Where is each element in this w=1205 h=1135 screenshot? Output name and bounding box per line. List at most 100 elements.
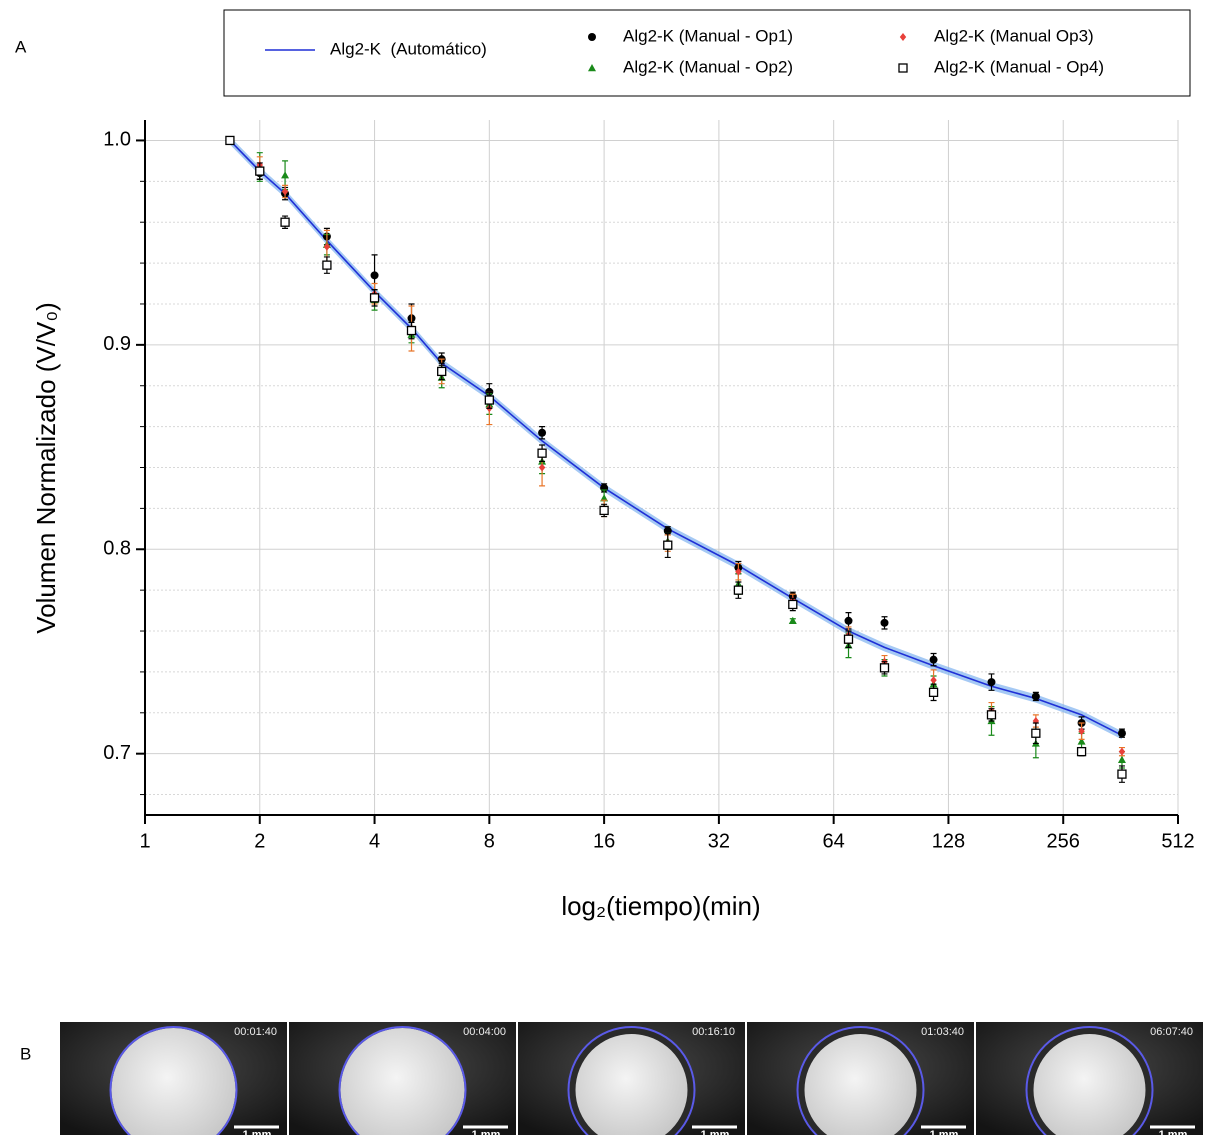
point [255,166,265,176]
point [880,618,889,627]
timestamp: 00:01:40 [234,1026,277,1038]
line [229,139,1123,736]
point [406,325,417,336]
point [843,634,854,644]
y-axis-label: Volumen Normalizado (V/V₀) [31,302,61,634]
point [1031,692,1040,701]
point [733,585,744,595]
timestamp: 06:07:40 [1150,1026,1193,1038]
point [1117,769,1127,779]
legend-label: Alg2-K (Manual - Op4) [934,57,1104,76]
point [369,293,380,303]
image-panel: 01:03:40 1 mm [747,1022,976,1135]
point [437,366,447,377]
x-tick-label: 8 [484,830,495,852]
image [289,1022,516,1135]
x-tick-label: 1 [139,830,150,852]
separator [287,1022,289,1135]
point [879,663,890,673]
panel-label: A [15,37,27,56]
point [1076,746,1087,757]
x-tick-label: 256 [1047,830,1080,852]
panel-label: B [20,1044,31,1063]
point [281,171,290,179]
point [484,395,494,405]
scale-label: 1 mm [930,1129,959,1135]
legend-swatch [588,64,596,72]
point [1117,729,1126,738]
x-tick-label: 128 [932,830,965,852]
scale-label: 1 mm [472,1129,501,1135]
point [600,494,609,502]
image-panel: 00:01:40 1 mm [60,1022,289,1135]
droplet [111,1028,236,1135]
y-tick-label: 1.0 [103,129,131,151]
contour [567,1026,696,1135]
x-tick-label: 32 [708,830,730,852]
image [60,1022,287,1135]
x-tick-label: 4 [369,830,380,852]
legend-swatch [899,33,907,41]
point [322,260,332,270]
point [735,567,742,576]
contour [1025,1026,1154,1135]
x-tick-label: 512 [1161,830,1194,852]
scale-label: 1 mm [701,1129,730,1135]
point [930,676,937,685]
point [928,687,939,698]
y-tick-label: 0.8 [103,538,131,560]
image-panel: 00:04:00 1 mm [289,1022,518,1135]
point [929,655,938,664]
timestamp: 00:16:10 [692,1026,735,1038]
contour [338,1026,467,1135]
point [280,217,290,227]
image-panel: 00:16:10 1 mm [518,1022,747,1135]
point [538,428,547,437]
timestamp: 01:03:40 [921,1026,964,1038]
legend-swatch [588,33,596,41]
x-tick-label: 2 [254,830,265,852]
legend-label: Alg2-K (Automático) [330,39,487,58]
point [225,135,235,146]
point [663,540,673,550]
legend-label: Alg2-K (Manual - Op2) [623,57,793,76]
timestamp: 00:04:00 [463,1026,506,1038]
droplet [340,1028,465,1135]
x-tick-label: 16 [593,830,615,852]
point [844,616,853,625]
point [1031,728,1041,738]
droplet [804,1034,917,1135]
point [323,242,331,251]
point [1077,737,1086,745]
contour [796,1026,925,1135]
point [537,448,547,458]
y-tick-label: 0.7 [103,742,131,764]
image [976,1022,1203,1135]
contour [109,1026,238,1135]
legend-box [223,9,1191,97]
point [370,271,379,280]
separator [745,1022,747,1135]
point [1117,755,1126,764]
point [281,187,289,196]
point [538,463,546,472]
x-axis-label: log₂(tiempo)(min) [561,891,760,921]
droplet [1033,1034,1146,1135]
point [599,505,609,516]
separator [1203,1022,1205,1135]
point [1078,727,1085,736]
line-ribbon [229,136,1122,740]
separator [974,1022,976,1135]
point [987,678,996,687]
point [1118,747,1126,756]
image [747,1022,974,1135]
point [788,599,798,610]
x-tick-label: 64 [823,830,845,852]
y-tick-label: 0.9 [103,333,131,355]
separator [516,1022,518,1135]
point [986,710,997,720]
point [788,616,797,625]
legend-label: Alg2-K (Manual Op3) [934,26,1094,45]
droplet [575,1034,688,1135]
